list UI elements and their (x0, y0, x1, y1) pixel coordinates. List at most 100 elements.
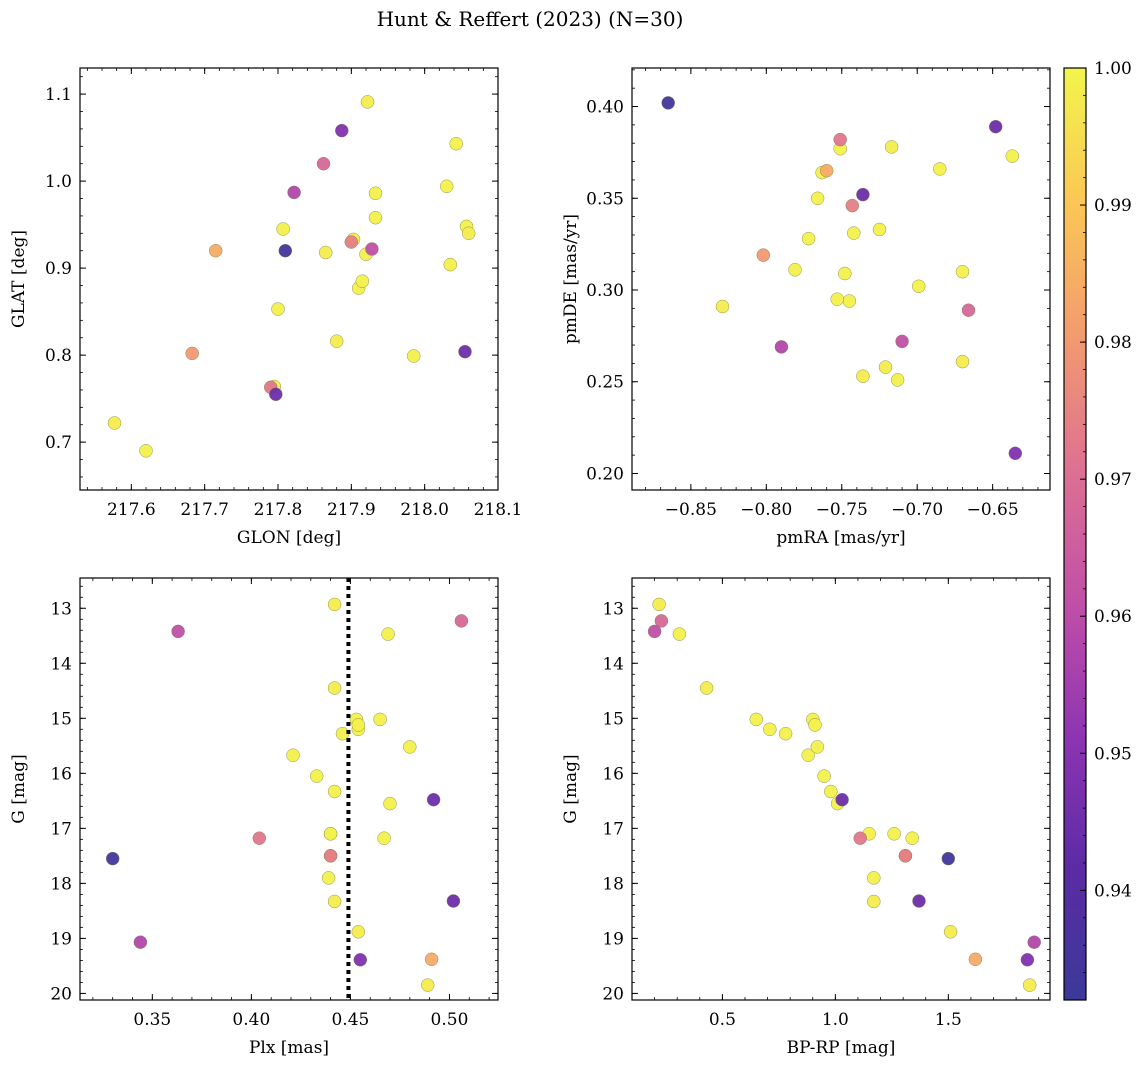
data-point (856, 369, 870, 383)
data-point (824, 784, 838, 799)
data-point (365, 242, 379, 256)
data-point (661, 96, 675, 110)
data-point (1008, 446, 1022, 460)
panel-cmd: 0.5 1.0 1.5 13 14 15 16 17 18 19 20 BP-RP [mag] G [m… (561, 577, 1051, 1058)
data-point (810, 191, 825, 206)
y-tick-label: 15 (602, 709, 624, 729)
data-point (335, 123, 349, 138)
data-point (344, 235, 358, 249)
y-tick-label: 1.1 (45, 85, 72, 105)
x-tick-label: 0.40 (232, 1010, 270, 1030)
x-tick-label: −0.85 (665, 500, 717, 520)
data-point (943, 925, 958, 939)
data-point (968, 952, 983, 966)
y-tick-label: 0.40 (586, 98, 624, 118)
x-tick-label: 218.0 (400, 500, 449, 520)
y-tick-label: 13 (602, 599, 624, 619)
points-cmd (647, 597, 1041, 992)
colorbar-tick-label: 0.95 (1094, 744, 1132, 764)
data-point (895, 334, 909, 349)
data-point (383, 796, 397, 811)
data-point (373, 712, 387, 727)
data-point (440, 179, 454, 194)
data-point (321, 871, 336, 885)
y-tick-label: 15 (50, 709, 72, 729)
data-point (252, 831, 266, 845)
panel-plx: 0.35 0.40 0.45 0.50 13 14 15 16 17 18 19 20 Plx [mas… (9, 577, 499, 1058)
data-point (853, 831, 867, 845)
y-axis-label: G [mag] (561, 754, 581, 823)
points-pm (661, 96, 1022, 460)
x-tick-label: −0.75 (816, 500, 868, 520)
x-tick-label: 0.45 (331, 1010, 369, 1030)
data-point (351, 925, 365, 939)
data-point (955, 265, 970, 279)
data-point (407, 349, 421, 363)
data-point (887, 827, 901, 841)
data-point (327, 894, 342, 909)
data-point (287, 185, 301, 200)
y-tick-label: 0.8 (45, 346, 72, 366)
data-point (449, 136, 463, 151)
data-point (139, 444, 153, 458)
data-point (377, 831, 391, 845)
y-axis-label: G [mag] (9, 754, 29, 823)
axes-frame (79, 67, 499, 491)
data-point (208, 243, 223, 258)
data-point (327, 681, 342, 695)
data-point (171, 624, 185, 639)
data-point (810, 740, 824, 754)
data-point (105, 851, 120, 866)
data-point (310, 769, 324, 783)
data-point (323, 849, 338, 863)
data-point (426, 793, 441, 807)
x-tick-label: 1.5 (935, 1010, 962, 1030)
data-point (961, 303, 976, 317)
y-tick-label: 0.7 (45, 433, 72, 453)
panel-pm: −0.85 −0.80 −0.75 −0.70 −0.65 0.20 0.25 0.30 0.3… (561, 67, 1051, 548)
data-point (884, 140, 899, 154)
data-point (424, 952, 439, 966)
y-axis-label: pmDE [mas/yr] (561, 214, 581, 344)
data-point (327, 597, 342, 612)
data-point (353, 953, 367, 967)
x-tick-label: 0.50 (431, 1010, 469, 1030)
x-tick-label: −0.65 (967, 500, 1019, 520)
points-sky (107, 95, 476, 458)
x-tick-label: 218.1 (474, 500, 523, 520)
data-point (1020, 953, 1035, 967)
data-point (330, 334, 344, 348)
axes-frame (631, 67, 1051, 491)
points-plx (105, 597, 469, 992)
y-tick-label: 16 (602, 764, 624, 784)
axes-frame (631, 577, 1051, 1001)
x-tick-label: −0.80 (740, 500, 792, 520)
data-point (446, 894, 461, 908)
data-point (652, 597, 666, 612)
data-point (838, 266, 852, 281)
data-point (185, 346, 199, 361)
data-point (820, 163, 834, 178)
y-tick-label: 17 (50, 819, 72, 839)
data-point (715, 299, 730, 314)
x-tick-label: 217.6 (107, 500, 156, 520)
data-point (368, 210, 383, 225)
data-point (749, 712, 763, 727)
data-point (830, 292, 844, 306)
x-axis-label: pmRA [mas/yr] (776, 528, 905, 548)
data-point (462, 226, 476, 241)
data-point (867, 871, 881, 885)
data-point (271, 302, 285, 316)
data-point (454, 614, 469, 628)
y-tick-label: 14 (602, 654, 624, 674)
data-point (327, 784, 342, 799)
data-point (801, 748, 815, 762)
y-tick-label: 14 (50, 654, 72, 674)
y-tick-label: 0.25 (586, 373, 624, 393)
y-tick-label: 0.35 (586, 189, 624, 209)
axes-frame (79, 577, 499, 1001)
data-point (912, 894, 926, 908)
data-point (872, 222, 887, 237)
data-point (905, 831, 919, 845)
